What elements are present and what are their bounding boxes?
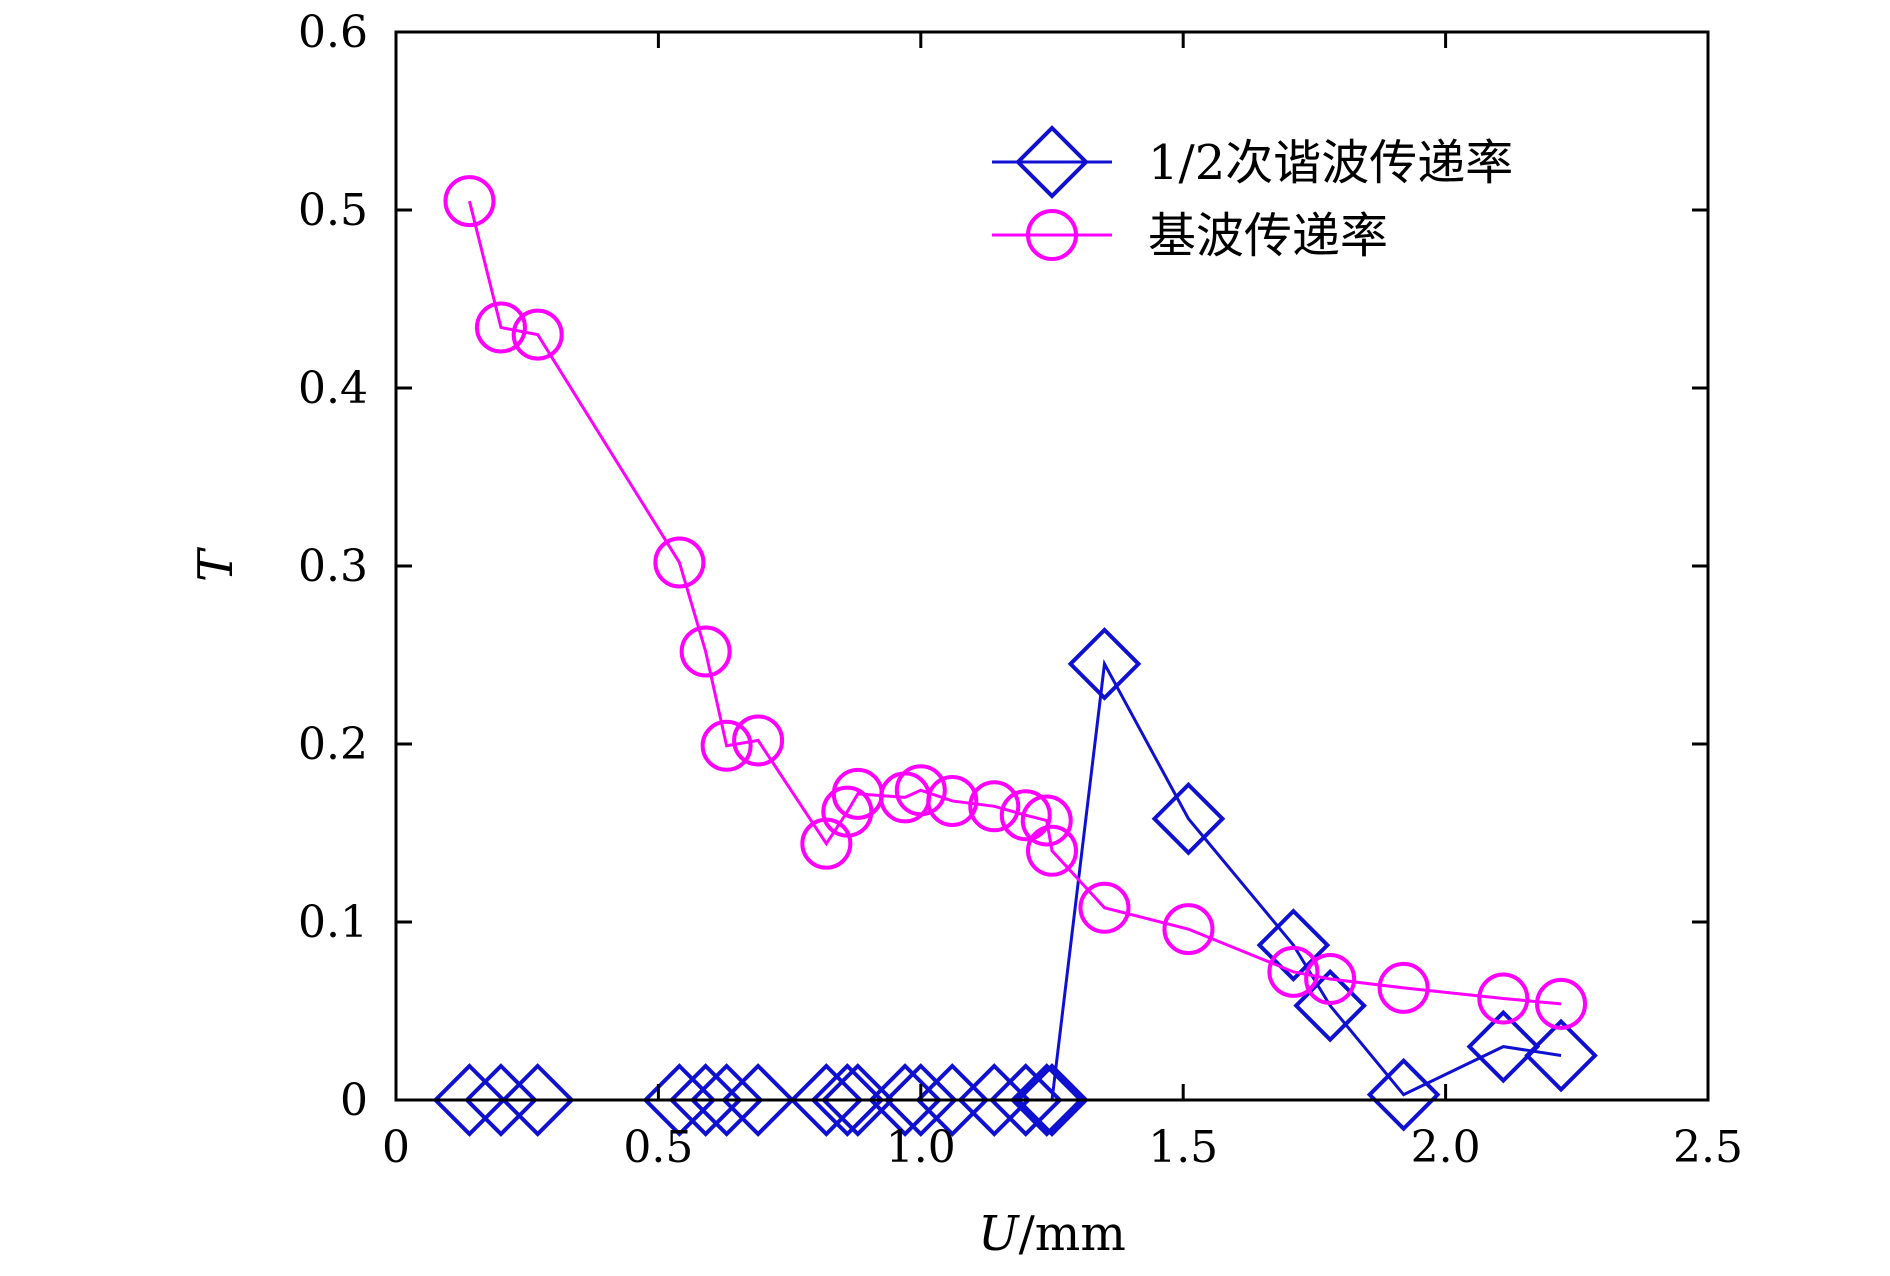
data-point-circle bbox=[511, 308, 564, 361]
x-tick-label: 1.5 bbox=[1148, 1122, 1218, 1173]
y-tick-label: 0.2 bbox=[298, 719, 368, 770]
data-point-circle bbox=[1026, 824, 1078, 877]
y-tick-label: 0.4 bbox=[298, 363, 368, 414]
data-point-circle bbox=[1078, 881, 1131, 934]
data-point-diamond bbox=[1009, 1063, 1084, 1137]
data-point-circle bbox=[894, 764, 947, 817]
data-point-diamond bbox=[1466, 1009, 1541, 1084]
data-point-circle bbox=[1377, 961, 1430, 1014]
data-point-diamond bbox=[432, 1063, 507, 1137]
data-point-circle bbox=[968, 780, 1021, 833]
data-point-circle bbox=[1304, 952, 1357, 1005]
data-point-diamond bbox=[500, 1063, 575, 1137]
x-tick-label: 1.0 bbox=[886, 1122, 956, 1173]
data-point-diamond bbox=[464, 1063, 538, 1137]
data-point-circle bbox=[474, 301, 527, 354]
data-point-circle bbox=[1477, 972, 1530, 1025]
data-point-diamond bbox=[957, 1063, 1032, 1137]
data-point-diamond bbox=[689, 1063, 764, 1137]
data-point-diamond bbox=[883, 1063, 958, 1137]
plot-frame bbox=[394, 30, 1710, 1102]
data-point-circle bbox=[1162, 903, 1215, 956]
data-point-diamond bbox=[668, 1063, 743, 1137]
legend: 1/2次谐波传递率 基波传递率 bbox=[992, 125, 1513, 264]
data-point-diamond bbox=[1015, 1063, 1089, 1137]
series-fundamental bbox=[443, 175, 1588, 1030]
data-point-diamond bbox=[721, 1063, 795, 1137]
data-point-diamond bbox=[810, 1063, 885, 1137]
x-tick-label: 0.5 bbox=[623, 1122, 693, 1173]
data-point-diamond bbox=[1151, 781, 1226, 856]
data-point-diamond bbox=[1293, 968, 1367, 1043]
data-point-diamond bbox=[1524, 1018, 1598, 1093]
x-axis-variable: U bbox=[978, 1206, 1020, 1262]
y-axis-label: T bbox=[188, 547, 244, 582]
legend-marker-diamond bbox=[1015, 125, 1089, 199]
data-point-circle bbox=[700, 719, 753, 772]
series-line bbox=[468, 200, 1562, 1006]
data-point-diamond bbox=[1067, 627, 1142, 701]
data-point-circle bbox=[999, 789, 1052, 842]
data-point-circle bbox=[1267, 945, 1320, 998]
legend-label-fundamental: 基波传递率 bbox=[1148, 208, 1388, 264]
data-point-circle bbox=[679, 625, 732, 678]
y-tick-label: 0 bbox=[340, 1075, 368, 1126]
x-tick-label: 2.0 bbox=[1411, 1122, 1481, 1173]
plot-marks bbox=[432, 175, 1598, 1137]
data-point-circle bbox=[443, 175, 496, 228]
data-point-diamond bbox=[789, 1063, 864, 1137]
data-point-circle bbox=[653, 536, 706, 589]
y-tick-label: 0.6 bbox=[298, 7, 368, 58]
data-point-circle bbox=[926, 774, 979, 827]
x-axis-label: U/mm bbox=[978, 1206, 1126, 1262]
y-tick-label: 0.5 bbox=[298, 185, 368, 236]
x-tick-label: 0 bbox=[382, 1122, 410, 1173]
series-harmonic bbox=[432, 627, 1598, 1137]
data-point-circle bbox=[1020, 794, 1073, 847]
x-tick-label: 2.5 bbox=[1673, 1122, 1743, 1173]
data-point-diamond bbox=[1256, 908, 1331, 982]
data-point-circle bbox=[732, 714, 785, 767]
x-axis-unit: /mm bbox=[1019, 1206, 1126, 1262]
legend-marker-circle bbox=[1026, 209, 1078, 261]
data-point-diamond bbox=[915, 1063, 990, 1137]
legend-label-harmonic: 1/2次谐波传递率 bbox=[1148, 135, 1513, 191]
y-tick-label: 0.1 bbox=[298, 897, 368, 948]
x-axis: 0 0.5 1.0 1.5 2.0 2.5 bbox=[382, 32, 1743, 1173]
data-point-diamond bbox=[988, 1063, 1063, 1137]
y-tick-label: 0.3 bbox=[298, 541, 368, 592]
data-point-diamond bbox=[1366, 1057, 1441, 1132]
series-line bbox=[469, 659, 1562, 1102]
y-axis: 0 0.1 0.2 0.3 0.4 0.5 0.6 bbox=[298, 7, 1708, 1126]
data-point-circle bbox=[1535, 977, 1588, 1030]
